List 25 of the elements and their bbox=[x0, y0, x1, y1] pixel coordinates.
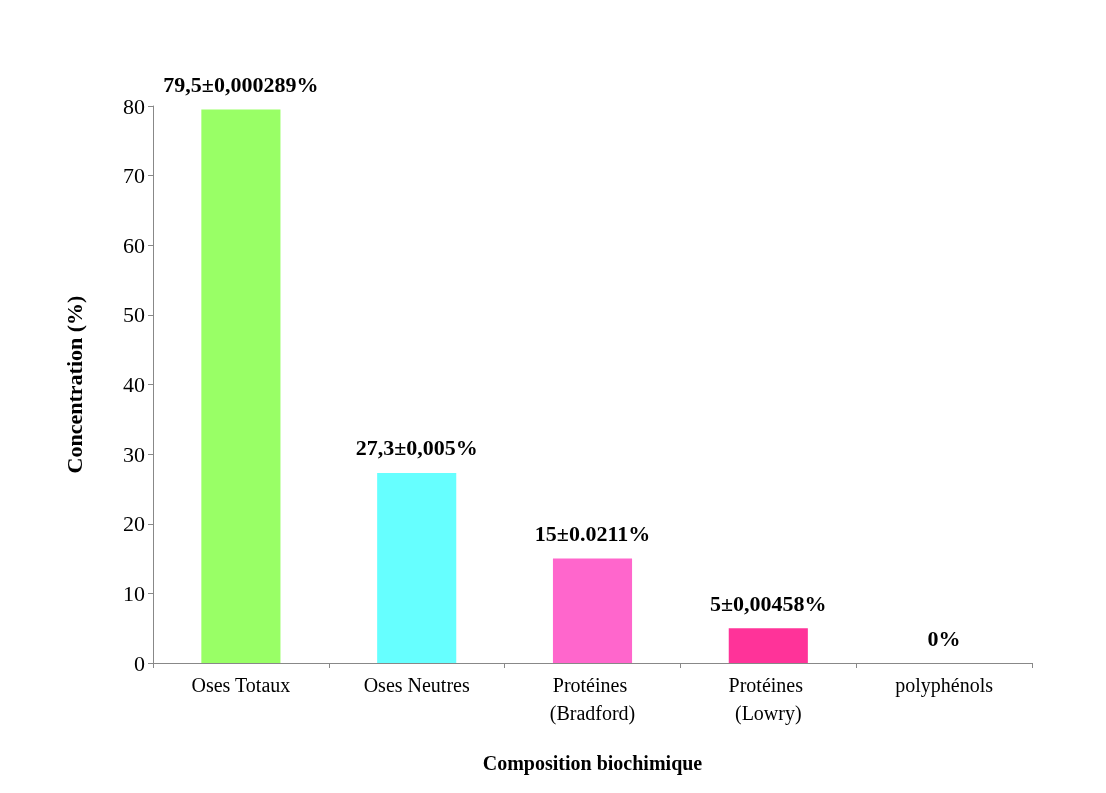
bar bbox=[552, 558, 633, 663]
y-tick-label: 70 bbox=[123, 163, 145, 189]
data-label: 0% bbox=[927, 625, 961, 651]
x-tick-label: polyphénols bbox=[895, 674, 994, 697]
y-axis-title: Concentration (%) bbox=[61, 295, 87, 474]
data-label: 15±0.0211% bbox=[534, 521, 651, 547]
data-label: 27,3±0,005% bbox=[355, 435, 478, 461]
data-label: 5±0,00458% bbox=[710, 590, 827, 616]
x-axis-title: Composition biochimique bbox=[482, 752, 703, 775]
y-tick-label: 0 bbox=[134, 650, 145, 676]
bar bbox=[728, 628, 808, 663]
x-tick-label: Protéines (Lowry) bbox=[728, 674, 809, 725]
bar bbox=[377, 472, 457, 663]
y-tick-label: 50 bbox=[123, 302, 145, 328]
x-tick-label: Protéines (Bradford) bbox=[549, 674, 636, 725]
y-tick-label: 20 bbox=[123, 511, 145, 537]
y-tick-label: 30 bbox=[123, 441, 145, 467]
bar bbox=[201, 109, 281, 663]
y-tick-label: 10 bbox=[123, 580, 145, 606]
x-tick-label: Oses Neutres bbox=[363, 674, 470, 696]
y-tick-label: 40 bbox=[123, 372, 145, 397]
y-tick-label: 80 bbox=[123, 93, 145, 119]
data-label: 79,5±0,000289% bbox=[163, 71, 319, 97]
y-tick-label: 60 bbox=[123, 232, 145, 258]
x-tick-label: Oses Totaux bbox=[191, 674, 291, 696]
